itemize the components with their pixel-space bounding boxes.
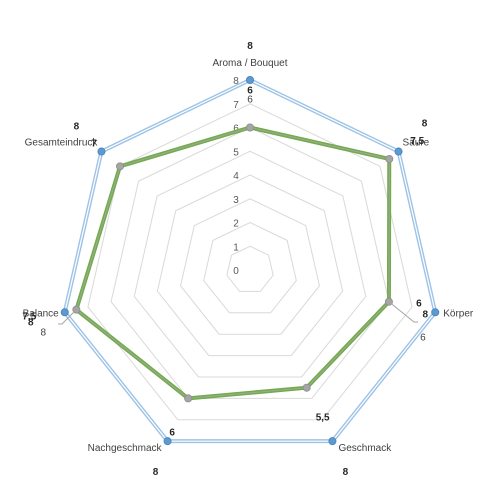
category-labels: Aroma / Bouquet Säure Körper Geschmack Nachg…	[23, 58, 474, 454]
category-label-4: Nachgeschmack	[88, 443, 163, 454]
data-label-s1-2: 6	[416, 299, 422, 310]
data-label-s0-2: 8	[422, 309, 428, 320]
category-label-0: Aroma / Bouquet	[212, 58, 287, 69]
tick-label-5: 5	[233, 147, 239, 158]
tick-label-6: 6	[233, 124, 239, 135]
grid-layer	[64, 79, 436, 442]
category-label-2: Körper	[443, 308, 474, 319]
data-label-s0-3: 8	[343, 467, 349, 478]
tick-label-1: 1	[233, 242, 239, 253]
series-0-point-2	[431, 308, 440, 317]
tick-label-3: 3	[233, 195, 239, 206]
data-label-s1-6: 7	[91, 138, 97, 149]
data-label-s1-5: 7,5	[22, 312, 36, 323]
data-label-s1-3: 5,5	[316, 413, 330, 424]
data-label-s0-4: 8	[153, 467, 159, 478]
leader-line-1	[58, 309, 77, 325]
grid-ring-3	[179, 198, 321, 335]
series-2-point-3	[302, 383, 311, 392]
data-label-s0-5: 8	[28, 317, 34, 328]
tick-label-0: 0	[233, 266, 239, 277]
series-0-point-3	[328, 437, 337, 446]
data-label-s0-6: 8	[74, 122, 80, 133]
series-0-point-4	[163, 437, 172, 446]
data-label-s1-4: 6	[169, 427, 175, 438]
tick-labels: 0 1 2 3 4 5 6 7 8	[233, 76, 239, 277]
category-label-3: Geschmack	[338, 443, 392, 454]
series-2-point-0	[245, 123, 254, 132]
data-label-s1-0: 6	[247, 86, 253, 97]
series-2	[72, 123, 394, 403]
series-2-point-1	[385, 154, 394, 163]
data-label-s0-1: 8	[422, 119, 428, 130]
series-0-point-5	[60, 308, 69, 317]
data-label-s1-1: 7,5	[410, 136, 424, 147]
series-2-line	[75, 127, 390, 399]
series-0-point-0	[245, 76, 254, 85]
data-label-s2-2: 6	[420, 333, 426, 344]
series-0-point-1	[394, 147, 403, 156]
series-2-point-6	[116, 162, 125, 171]
grid-ring-1	[226, 245, 274, 292]
grid-ring-4	[156, 174, 344, 357]
leader-line-0	[388, 301, 418, 323]
series-layer	[60, 76, 440, 446]
data-label-s2-0: 6	[247, 95, 253, 106]
category-label-1: Säure	[403, 138, 430, 149]
series-0	[60, 76, 440, 446]
data-label-s0-0: 8	[247, 41, 253, 52]
series-0-point-6	[97, 147, 106, 156]
tick-label-2: 2	[233, 219, 239, 230]
tick-label-8: 8	[233, 76, 239, 87]
tick-label-4: 4	[233, 171, 239, 182]
series-2-point-4	[184, 394, 193, 403]
grid-ring-6	[110, 126, 390, 399]
data-label-s2-5: 8	[41, 328, 47, 339]
series-0-line-inner	[64, 79, 436, 442]
category-label-6: Gesamteindruck	[25, 138, 99, 149]
category-label-5: Balance	[23, 308, 60, 319]
grid-ring-2	[203, 221, 297, 314]
grid-ring-5	[133, 150, 367, 378]
tick-label-7: 7	[233, 100, 239, 111]
